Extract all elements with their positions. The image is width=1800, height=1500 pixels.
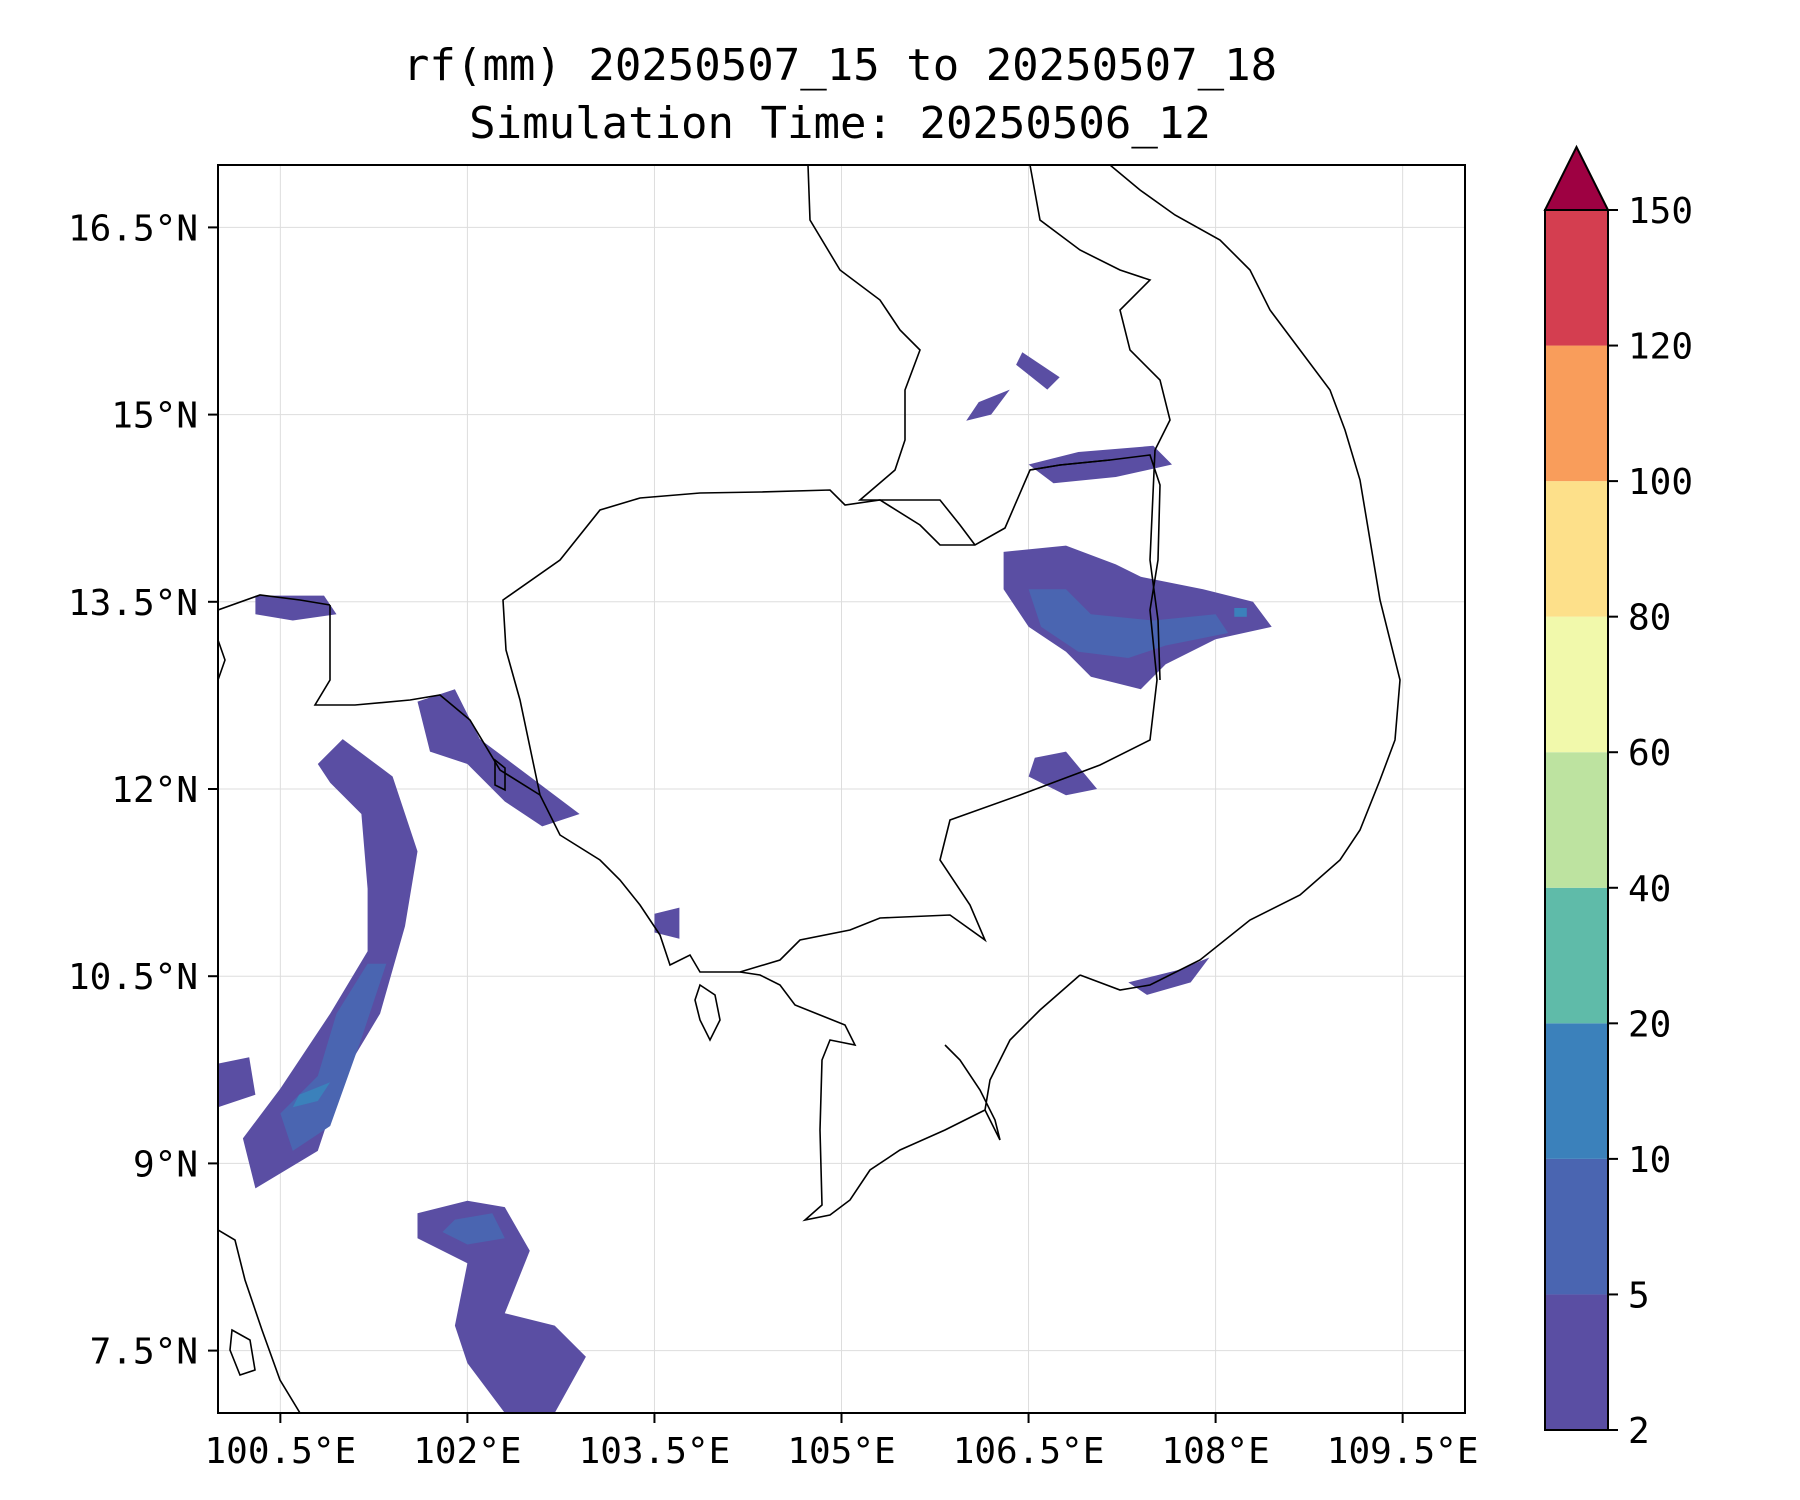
lat-tick-label: 9°N [133, 1144, 198, 1185]
vietnam-border [1079, 165, 1401, 991]
colorbar-label: 80 [1628, 598, 1671, 639]
colorbar-frame [1544, 209, 1609, 1431]
rain-region-gulf-west-peak [292, 1082, 331, 1108]
rain-region-bay-north-cell [255, 595, 337, 621]
lon-tick-label: 109.5°E [1327, 1431, 1479, 1472]
colorbar-extend-arrow [1543, 144, 1610, 211]
laos-border [807, 165, 1171, 546]
lon-tick-label: 100.5°E [204, 1431, 356, 1472]
lat-tick-label: 7.5°N [90, 1332, 198, 1373]
rain-region-east-spot [1028, 751, 1098, 796]
rain-region-south-gulf-cell [417, 1200, 586, 1413]
colorbar-segment [1545, 481, 1608, 617]
colorbar-label: 40 [1628, 869, 1671, 910]
lon-tick-label: 106.5°E [953, 1431, 1105, 1472]
rain-region-north-band [1028, 445, 1172, 484]
koh-kong-island [494, 758, 506, 792]
colorbar-segment [1545, 616, 1608, 753]
chart-title: rf(mm) 20250507_15 to 20250507_18 [402, 40, 1278, 91]
colorbar-segment [1545, 1023, 1608, 1159]
map-area [217, 164, 1466, 1414]
lon-tick-label: 102°E [413, 1431, 521, 1472]
thai-gulf-coast [218, 594, 331, 1413]
colorbar-label: 10 [1628, 1140, 1671, 1181]
colorbar-label: 150 [1628, 191, 1693, 232]
colorbar-label: 5 [1628, 1275, 1650, 1316]
colorbar-segment [1545, 1294, 1608, 1430]
colorbar-label: 2 [1628, 1411, 1650, 1452]
coastlines-and-borders [218, 165, 1401, 1413]
lat-tick-label: 12°N [111, 770, 198, 811]
samui-island [229, 1328, 256, 1376]
thailand-cambodia-border-west [313, 605, 541, 796]
rain-region-far-west-edge [218, 1057, 256, 1108]
rain-region-central-highlands-peak [1234, 608, 1247, 617]
lon-tick-label: 103.5°E [579, 1431, 731, 1472]
colorbar-segment [1545, 752, 1608, 888]
colorbar-label: 60 [1628, 733, 1671, 774]
rain-region-central-highlands-core [1028, 589, 1229, 658]
colorbar-label: 20 [1628, 1004, 1671, 1045]
rain-region-laos-cell-1 [966, 389, 1010, 421]
rain-region-south-gulf-core [442, 1213, 505, 1245]
rainfall-contours [218, 352, 1272, 1413]
lon-tick-label: 105°E [787, 1431, 895, 1472]
lat-tick-label: 13.5°N [68, 583, 198, 624]
colorbar-label: 100 [1628, 462, 1693, 503]
cambodia-border [502, 454, 1161, 973]
colorbar-segment [1545, 1158, 1608, 1295]
phu-quoc-island [694, 983, 721, 1042]
lon-tick-label: 108°E [1161, 1431, 1269, 1472]
rain-region-phu-quoc-cell [654, 907, 680, 939]
colorbar-segment [1545, 887, 1608, 1024]
rain-region-gulf-west-core [280, 963, 387, 1151]
gridlines [218, 165, 1465, 1413]
lat-tick-label: 10.5°N [68, 957, 198, 998]
mekong-delta-coast [739, 971, 1081, 1222]
lat-tick-label: 16.5°N [68, 208, 198, 249]
axis-ticks: 100.5°E 102°E 103.5°E 105°E 106.5°E 108°E 109.… [68, 208, 1479, 1472]
rain-region-central-highlands [1003, 545, 1272, 690]
colorbar: 2 5 10 20 40 60 80 100 120 150 [1543, 144, 1693, 1452]
colorbar-label: 120 [1628, 327, 1693, 368]
chart-subtitle: Simulation Time: 20250506_12 [469, 98, 1211, 149]
rain-region-gulf-west-band [242, 739, 418, 1189]
lat-tick-label: 15°N [111, 396, 198, 437]
rain-region-laos-cell-2 [1016, 352, 1060, 390]
colorbar-segment [1545, 210, 1608, 346]
colorbar-segment [1545, 345, 1608, 482]
